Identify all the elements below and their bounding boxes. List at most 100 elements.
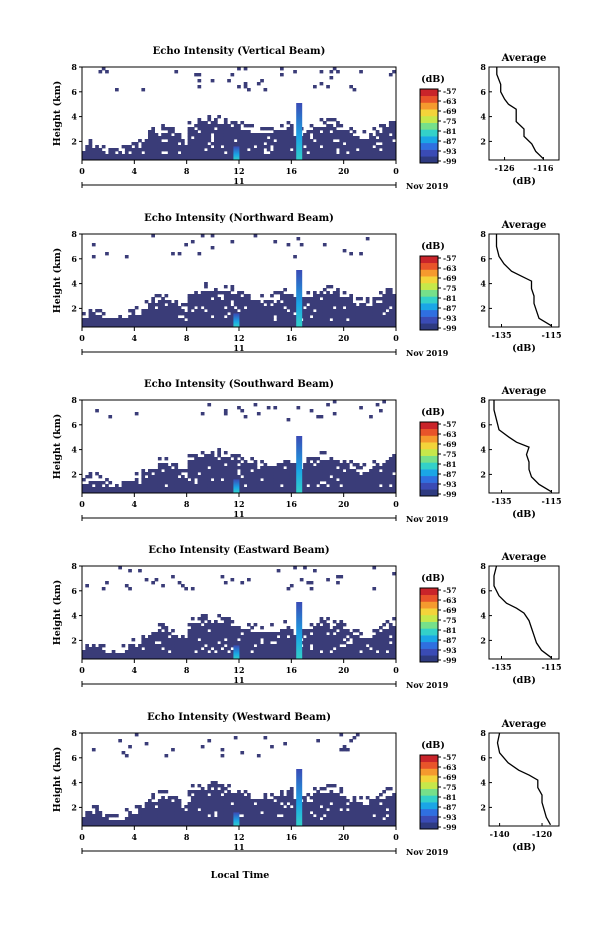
echo-cell <box>289 475 294 479</box>
echo-cell <box>243 790 248 794</box>
echo-cell <box>227 478 231 482</box>
echo-cell <box>154 472 159 476</box>
echo-cell <box>95 650 99 654</box>
echo-cell <box>151 139 155 143</box>
echo-cell <box>161 487 165 491</box>
echo-cell <box>286 823 291 826</box>
echo-cell <box>98 487 103 491</box>
echo-cell <box>190 475 195 479</box>
echo-cell <box>346 324 350 327</box>
echo-cell <box>349 478 353 482</box>
echo-cell <box>115 88 119 92</box>
echo-cell <box>187 805 192 809</box>
echo-cell <box>289 799 294 803</box>
rain-streak <box>233 479 240 493</box>
colorbar-swatch <box>420 122 438 130</box>
echo-cell <box>91 315 96 319</box>
echo-cell <box>313 475 317 479</box>
echo-cell <box>382 475 386 479</box>
echo-cell <box>316 653 320 657</box>
echo-cell <box>256 133 261 137</box>
echo-cell <box>385 324 390 327</box>
echo-cell <box>388 787 393 791</box>
echo-cell <box>243 644 248 648</box>
rain-streak <box>296 436 303 493</box>
echo-cell <box>190 823 195 826</box>
echo-cell <box>352 796 357 800</box>
echo-cell <box>365 638 370 642</box>
echo-cell <box>283 653 287 657</box>
echo-cell <box>164 309 169 313</box>
echo-cell <box>342 635 347 639</box>
avg-y-tick-label: 4 <box>480 279 486 289</box>
echo-cell <box>365 487 370 491</box>
echo-cell <box>217 784 221 788</box>
echo-cell <box>177 133 182 137</box>
echo-cell <box>289 632 294 636</box>
echo-cell <box>316 157 320 160</box>
echo-cell <box>187 130 192 134</box>
colorbar-swatch <box>420 435 438 443</box>
echo-cell <box>124 754 129 758</box>
echo-cell <box>230 796 235 800</box>
echo-cell <box>207 130 212 134</box>
echo-cell <box>280 641 284 645</box>
echo-cell <box>154 303 159 307</box>
echo-cell <box>336 312 340 316</box>
echo-cell <box>286 478 291 482</box>
echo-cell <box>385 133 390 137</box>
echo-cell <box>157 487 162 491</box>
echo-cell <box>306 635 311 639</box>
echo-cell <box>342 817 347 821</box>
echo-cell <box>101 324 106 327</box>
echo-cell <box>322 306 327 310</box>
echo-cell <box>303 154 307 158</box>
echo-cell <box>167 306 172 310</box>
echo-cell <box>359 321 363 325</box>
echo-cell <box>329 820 334 824</box>
echo-cell <box>200 312 205 316</box>
colorbar-tick-label: -87 <box>443 470 457 479</box>
echo-cell <box>217 303 221 307</box>
echo-cell <box>359 796 363 800</box>
echo-cell <box>359 151 363 155</box>
echo-cell <box>157 475 162 479</box>
echo-cell <box>177 309 182 313</box>
echo-cell <box>260 647 264 651</box>
echo-cell <box>355 638 360 642</box>
echo-cell <box>293 481 297 485</box>
echo-cell <box>273 481 278 485</box>
echo-cell <box>270 306 274 310</box>
echo-cell <box>359 148 363 152</box>
echo-cell <box>197 145 202 149</box>
echo-cell <box>227 811 231 815</box>
echo-cell <box>171 151 175 155</box>
echo-cell <box>293 154 297 158</box>
echo-cell <box>270 151 274 155</box>
echo-cell <box>352 823 357 826</box>
echo-cell <box>95 647 99 651</box>
echo-cell <box>303 805 307 809</box>
echo-cell <box>194 635 198 639</box>
echo-cell <box>289 130 294 134</box>
echo-cell <box>263 808 268 812</box>
echo-cell <box>352 157 357 160</box>
echo-cell <box>247 124 251 128</box>
echo-cell <box>91 243 96 247</box>
echo-cell <box>243 133 248 137</box>
echo-cell <box>253 151 258 155</box>
echo-cell <box>289 124 294 128</box>
echo-cell <box>200 472 205 476</box>
echo-cell <box>332 157 337 160</box>
echo-cell <box>326 653 330 657</box>
echo-cell <box>316 133 320 137</box>
echo-cell <box>266 306 271 310</box>
echo-cell <box>369 324 373 327</box>
echo-cell <box>108 487 113 491</box>
echo-cell <box>303 487 307 491</box>
echo-cell <box>359 656 363 659</box>
echo-cell <box>336 653 340 657</box>
echo-cell <box>349 635 353 639</box>
echo-cell <box>326 157 330 160</box>
echo-cell <box>230 148 235 152</box>
